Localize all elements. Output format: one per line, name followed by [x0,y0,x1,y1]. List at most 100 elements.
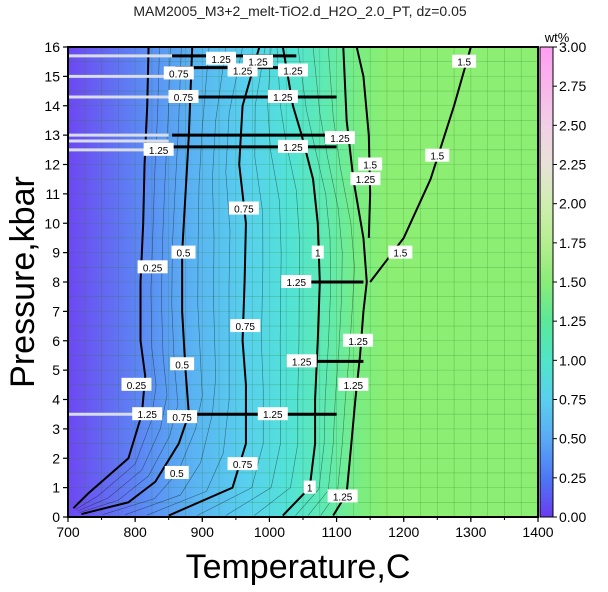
contour-label-box [168,89,199,103]
contour-label: 1.25 [132,407,163,421]
contour-label-text: 0.25 [143,263,163,274]
fine-contour [77,47,171,512]
contour-label-text: 1.25 [344,381,364,392]
contour-label: 1.5 [388,245,413,260]
contour-label: 1.25 [327,489,358,503]
contour-label: 0.5 [170,357,195,371]
contour-label: 0.75 [230,319,261,333]
colorbar-tick-label: 1.25 [559,313,586,329]
contour-label: 0.75 [167,410,198,424]
contour-label: 0.75 [163,66,194,80]
contour-label-box [206,51,237,65]
y-tick-label: 0 [52,509,60,525]
y-tick-label: 9 [52,245,60,261]
contour-label-box [257,407,288,421]
contour-label-text: 0.75 [236,322,256,333]
contour-label-box [303,480,316,494]
contour-label-box [227,457,258,471]
contour-label-box [452,54,477,68]
contour-label: 1.25 [243,54,274,69]
contour-label-text: 0.75 [169,69,189,80]
contour-label-box [343,333,374,347]
contour-label: 1.25 [277,63,308,78]
colorbar-gradient [539,46,554,518]
contour-label: 0.25 [137,260,168,274]
contour-label-box [137,260,168,274]
contour-label-box [311,245,324,259]
chart-title: MAM2005_M3+2_melt-TiO2.d_H2O_2.0_PT, dz=… [133,3,467,19]
contour-label-box [277,63,308,77]
contour-label-text: 1.25 [248,58,268,69]
grid [68,47,538,517]
contour-label-text: 1.5 [457,58,471,69]
contour-label-box [324,131,355,145]
contour-label-text: 0.5 [170,469,184,480]
contour-label: 1.25 [286,354,317,368]
colorbar: wt% 0.00 0.25 0.50 0.75 1.00 1.25 1.50 1.75 2.00… [539,30,586,525]
x-tick-label: 1100 [322,524,352,540]
contour-label-box [358,157,383,171]
contour-label: 1.25 [281,275,312,289]
contour-label-text: 1.25 [273,93,293,104]
contour-label-text: 1.5 [430,152,444,163]
contour-label: 1 [311,245,324,260]
contour-label-text: 1.25 [233,67,253,78]
contour-label-box [388,245,413,259]
fine-contour [103,47,210,515]
y-tick-label: 11 [45,186,60,202]
contour-label: 0.5 [164,465,189,480]
contour-label-text: 1.25 [348,337,368,348]
x-tick-label: 900 [191,524,215,540]
contour-label-text: 1 [315,249,321,260]
contour-label-text: 0.25 [127,381,147,392]
x-axis-label: Temperature,C [186,548,411,586]
contour-label-box [350,172,381,186]
contour-label: 1.5 [452,54,477,69]
contour-label-text: 0.75 [172,413,192,424]
contour-label-text: 1.5 [393,249,407,260]
contour-label-text: 1.25 [283,67,303,78]
contour-label-box [171,245,196,259]
contour-label-text: 1.25 [211,55,231,66]
y-tick-label: 3 [52,421,60,437]
contour-label-text: 0.75 [234,205,254,216]
colorbar-tick-label: 0.75 [559,392,586,408]
colorbar-tick-label: 2.25 [559,157,586,173]
colorbar-tick-label: 3.00 [559,39,586,55]
y-tick-label: 5 [52,362,60,378]
colorbar-tick-label: 2.75 [559,78,586,94]
contour-label: 1.25 [277,139,308,154]
contour-label-box [228,201,259,215]
contour-label-box [425,148,450,162]
contour-label: 0.25 [121,377,152,392]
contour-label-box [267,89,298,103]
contour-label-box [170,357,195,371]
contour-label: 1.25 [338,377,369,392]
contour-label-text: 0.75 [174,93,194,104]
contour-label-text: 0.5 [177,249,191,260]
fine-contour [320,47,355,516]
y-tick-label: 12 [44,157,60,173]
contour-labels: 0.25 0.25 0.5 0.5 0.5 0.75 0.75 0.75 0.75 0.75 0.7… [121,51,477,503]
x-tick-label: 700 [56,524,80,540]
x-axis: 700 800 900 1000 1100 1200 1300 1400 [56,517,554,540]
x-tick-label: 800 [123,524,147,540]
x-tick-label: 1200 [388,524,419,540]
contour-label: 1.25 [143,142,174,157]
contour-label-text: 1.25 [287,278,307,289]
x-tick-label: 1000 [254,524,285,540]
contour-label: 1.25 [206,51,237,66]
contour-label-box [338,377,369,391]
contour-label: 0.75 [227,457,258,471]
contour-label-box [132,407,163,421]
contour-label-text: 1.25 [356,175,376,186]
contour-label-text: 0.75 [233,460,253,471]
contour-label: 0.75 [168,89,199,104]
y-tick-label: 16 [44,39,60,55]
contour-label: 0.5 [171,245,196,260]
contour-label: 1 [303,480,316,495]
fine-contour [124,47,227,516]
